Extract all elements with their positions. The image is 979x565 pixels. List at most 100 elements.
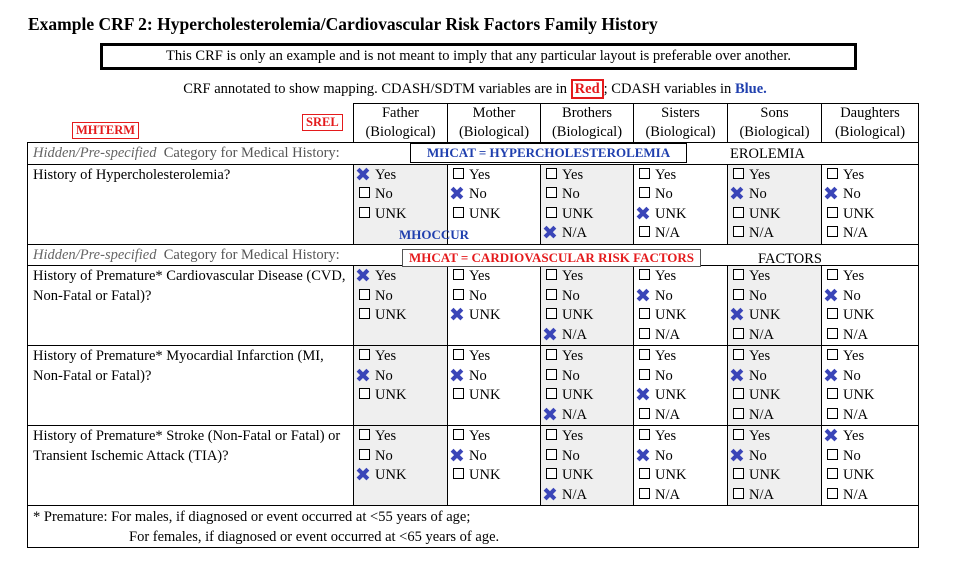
checkbox-icon[interactable] xyxy=(546,187,557,198)
option-unk[interactable]: ✖UNK xyxy=(733,386,816,406)
option-yes[interactable]: ✖Yes xyxy=(827,267,913,287)
checkbox-icon[interactable] xyxy=(453,288,464,300)
checkbox-icon[interactable] xyxy=(639,349,650,360)
option-n-a[interactable]: ✖N/A xyxy=(542,324,628,346)
option-yes[interactable]: ✖Yes xyxy=(823,425,913,447)
checkbox-icon[interactable] xyxy=(639,487,650,499)
option-no[interactable]: ✖No xyxy=(546,447,628,467)
checkbox-icon[interactable] xyxy=(546,167,557,179)
checkbox-icon[interactable] xyxy=(546,288,557,300)
checkbox-icon[interactable] xyxy=(827,226,838,237)
option-yes[interactable]: ✖Yes xyxy=(359,347,442,367)
option-no[interactable]: ✖No xyxy=(449,183,535,205)
checkbox-icon[interactable] xyxy=(827,388,838,399)
checkbox-icon[interactable] xyxy=(827,269,838,280)
checkbox-icon[interactable] xyxy=(359,349,370,360)
option-unk[interactable]: ✖UNK xyxy=(635,384,722,406)
checkbox-icon[interactable] xyxy=(733,206,744,218)
option-unk[interactable]: ✖UNK xyxy=(449,304,535,326)
checkbox-icon[interactable] xyxy=(359,308,370,319)
option-unk[interactable]: ✖UNK xyxy=(639,466,722,486)
option-n-a[interactable]: ✖N/A xyxy=(542,404,628,426)
option-no[interactable]: ✖No xyxy=(827,447,913,467)
option-no[interactable]: ✖No xyxy=(729,183,816,205)
checkbox-icon[interactable] xyxy=(453,206,464,218)
checkbox-icon[interactable] xyxy=(733,269,744,280)
option-yes[interactable]: ✖Yes xyxy=(639,267,722,287)
option-n-a[interactable]: ✖N/A xyxy=(827,486,913,506)
checkbox-icon[interactable] xyxy=(827,468,838,479)
option-no[interactable]: ✖No xyxy=(546,287,628,307)
checkbox-icon[interactable] xyxy=(359,206,370,218)
option-n-a[interactable]: ✖N/A xyxy=(733,326,816,346)
checkbox-icon[interactable] xyxy=(639,187,650,198)
checkbox-icon[interactable] xyxy=(733,407,744,419)
option-no[interactable]: ✖No xyxy=(449,365,535,387)
checkbox-icon[interactable] xyxy=(359,429,370,440)
option-unk[interactable]: ✖UNK xyxy=(639,306,722,326)
checkbox-icon[interactable] xyxy=(639,308,650,319)
checkbox-icon[interactable] xyxy=(359,448,370,460)
checkbox-icon[interactable] xyxy=(453,167,464,179)
option-no[interactable]: ✖No xyxy=(359,447,442,467)
option-yes[interactable]: ✖Yes xyxy=(639,347,722,367)
option-unk[interactable]: ✖UNK xyxy=(733,205,816,225)
checkbox-icon[interactable] xyxy=(639,368,650,380)
option-unk[interactable]: ✖UNK xyxy=(733,466,816,486)
checkbox-icon[interactable] xyxy=(733,226,744,237)
option-yes[interactable]: ✖Yes xyxy=(733,267,816,287)
option-unk[interactable]: ✖UNK xyxy=(453,386,535,406)
option-unk[interactable]: ✖UNK xyxy=(546,306,628,326)
option-no[interactable]: ✖No xyxy=(639,367,722,387)
checkbox-icon[interactable] xyxy=(453,429,464,440)
checkbox-icon[interactable] xyxy=(546,349,557,360)
option-no[interactable]: ✖No xyxy=(546,185,628,205)
checkbox-icon[interactable] xyxy=(827,167,838,179)
option-unk[interactable]: ✖UNK xyxy=(827,306,913,326)
option-unk[interactable]: ✖UNK xyxy=(453,466,535,486)
option-no[interactable]: ✖No xyxy=(823,183,913,205)
checkbox-icon[interactable] xyxy=(359,388,370,399)
option-yes[interactable]: ✖Yes xyxy=(546,166,628,186)
checkbox-icon[interactable] xyxy=(453,349,464,360)
option-yes[interactable]: ✖Yes xyxy=(359,427,442,447)
option-no[interactable]: ✖No xyxy=(733,287,816,307)
option-yes[interactable]: ✖Yes xyxy=(355,164,442,186)
option-yes[interactable]: ✖Yes xyxy=(639,166,722,186)
option-yes[interactable]: ✖Yes xyxy=(453,347,535,367)
option-no[interactable]: ✖No xyxy=(635,285,722,307)
option-unk[interactable]: ✖UNK xyxy=(359,205,442,225)
checkbox-icon[interactable] xyxy=(639,167,650,179)
option-no[interactable]: ✖No xyxy=(449,445,535,467)
checkbox-icon[interactable] xyxy=(546,368,557,380)
checkbox-icon[interactable] xyxy=(639,468,650,479)
option-yes[interactable]: ✖Yes xyxy=(453,427,535,447)
checkbox-icon[interactable] xyxy=(639,429,650,440)
option-n-a[interactable]: ✖N/A xyxy=(639,486,722,506)
option-no[interactable]: ✖No xyxy=(359,287,442,307)
checkbox-icon[interactable] xyxy=(827,308,838,319)
option-yes[interactable]: ✖Yes xyxy=(733,347,816,367)
option-yes[interactable]: ✖Yes xyxy=(453,166,535,186)
checkbox-icon[interactable] xyxy=(827,487,838,499)
option-unk[interactable]: ✖UNK xyxy=(827,386,913,406)
checkbox-icon[interactable] xyxy=(546,448,557,460)
option-no[interactable]: ✖No xyxy=(359,185,442,205)
checkbox-icon[interactable] xyxy=(359,187,370,198)
option-n-a[interactable]: ✖N/A xyxy=(733,486,816,506)
checkbox-icon[interactable] xyxy=(359,288,370,300)
checkbox-icon[interactable] xyxy=(733,388,744,399)
option-yes[interactable]: ✖Yes xyxy=(453,267,535,287)
option-yes[interactable]: ✖Yes xyxy=(546,267,628,287)
option-yes[interactable]: ✖Yes xyxy=(355,265,442,287)
checkbox-icon[interactable] xyxy=(733,327,744,339)
option-unk[interactable]: ✖UNK xyxy=(546,205,628,225)
option-yes[interactable]: ✖Yes xyxy=(546,347,628,367)
option-n-a[interactable]: ✖N/A xyxy=(827,224,913,244)
option-unk[interactable]: ✖UNK xyxy=(635,203,722,225)
option-unk[interactable]: ✖UNK xyxy=(729,304,816,326)
checkbox-icon[interactable] xyxy=(546,269,557,280)
option-unk[interactable]: ✖UNK xyxy=(546,386,628,406)
checkbox-icon[interactable] xyxy=(733,468,744,479)
option-n-a[interactable]: ✖N/A xyxy=(733,406,816,426)
